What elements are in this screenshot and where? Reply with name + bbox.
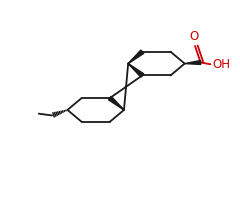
Text: OH: OH (212, 58, 230, 71)
Polygon shape (108, 96, 124, 110)
Polygon shape (128, 64, 144, 77)
Polygon shape (185, 61, 201, 64)
Polygon shape (128, 50, 144, 64)
Text: O: O (189, 30, 198, 43)
